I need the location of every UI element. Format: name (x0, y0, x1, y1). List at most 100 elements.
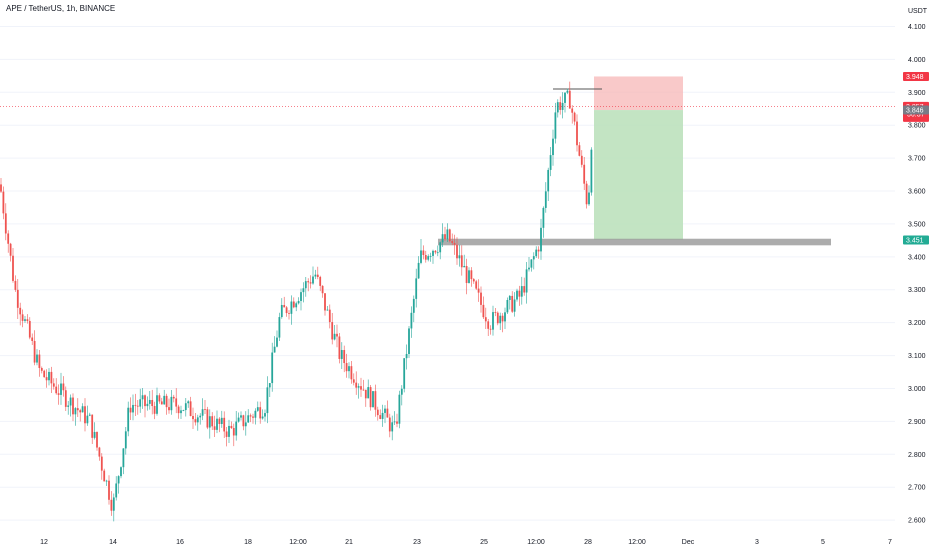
candle-body (271, 352, 274, 384)
time-tick: 12:00 (527, 539, 545, 546)
candle-body (268, 383, 271, 388)
candle-body (290, 301, 293, 314)
candle-body (204, 409, 206, 410)
candle-body (367, 387, 370, 399)
candle-body (410, 312, 413, 329)
candle-body (482, 304, 485, 318)
candle-body (38, 354, 41, 369)
candle-body (530, 259, 533, 268)
candle-body (16, 289, 19, 308)
candle-body (348, 366, 350, 372)
candle-body (235, 421, 238, 436)
candle-body (93, 431, 96, 438)
candle-body (288, 313, 290, 314)
candle-body (331, 322, 334, 340)
candle-body (480, 292, 482, 305)
candle-body (144, 395, 146, 407)
candle-body (369, 387, 372, 408)
candle-body (172, 396, 175, 399)
candle-body (242, 415, 245, 427)
candle-body (309, 282, 312, 284)
candle-body (362, 389, 365, 391)
countdown-label: 56:37 (907, 111, 925, 118)
candle-body (487, 321, 490, 329)
candle-body (213, 426, 216, 430)
candle-body (427, 256, 430, 260)
time-tick: 7 (888, 539, 892, 546)
price-tick: 2.800 (908, 452, 926, 459)
candle-body (537, 249, 540, 252)
candle-body (324, 293, 326, 311)
time-tick: 12:00 (289, 539, 307, 546)
candle-body (523, 286, 526, 293)
symbol-title[interactable]: APE / TetherUS, 1h, BINANCE (6, 4, 116, 13)
candle-body (105, 480, 108, 482)
price-tick: 4.000 (908, 57, 926, 64)
candle-body (96, 431, 98, 448)
candle-body (484, 317, 487, 322)
candle-body (228, 425, 230, 437)
candle-body (132, 404, 134, 413)
candle-body (254, 410, 257, 418)
candle-body (590, 149, 593, 193)
candle-body (259, 407, 262, 419)
candle-body (110, 499, 113, 511)
candle-body (532, 256, 535, 260)
candle-body (28, 320, 31, 338)
candle-body (283, 305, 286, 308)
candle-body (499, 315, 502, 324)
candle-body (189, 401, 192, 416)
candle-body (552, 138, 554, 156)
price-tag-stop-loss[interactable] (903, 71, 929, 81)
candle-body (453, 242, 456, 245)
candle-body (583, 164, 586, 184)
price-tag-take-profit[interactable] (903, 235, 929, 245)
candle-body (134, 404, 137, 406)
candle-body (585, 183, 588, 205)
candle-body (319, 276, 322, 286)
candle-body (516, 290, 518, 300)
candle-body (542, 207, 545, 228)
candle-body (168, 407, 170, 411)
currency-label: USDT (908, 8, 928, 15)
candle-body (122, 448, 125, 468)
time-axis[interactable]: 12 14 16 18 12:00 21 23 25 12:00 28 12:00 Dec 3 5 7 (40, 539, 892, 546)
candle-body (2, 191, 5, 214)
candle-body (528, 267, 530, 270)
candle-body (458, 255, 461, 259)
candle-body (163, 395, 166, 405)
candle-body (0, 184, 2, 192)
candle-body (343, 350, 346, 364)
candle-body (580, 155, 583, 165)
price-tag-label: 3.451 (906, 238, 924, 245)
candle-body (4, 213, 7, 234)
candle-body (52, 383, 55, 387)
candle-body (374, 391, 377, 410)
candle-body (139, 399, 142, 407)
candle-body (393, 421, 396, 423)
candle-body (321, 285, 324, 294)
candle-body (7, 233, 10, 244)
candle-body (240, 415, 242, 418)
candle-body (153, 406, 156, 414)
price-tag-entry[interactable] (903, 105, 929, 115)
candle-body (129, 407, 132, 413)
candle-body (525, 269, 528, 293)
candle-body (88, 414, 91, 416)
candle-body (223, 417, 226, 432)
position-zones (0, 76, 895, 246)
candles (0, 81, 593, 522)
candle-body (196, 417, 199, 423)
time-tick: Dec (682, 539, 695, 546)
candle-body (264, 413, 266, 417)
price-axis[interactable]: USDT 4.100 4.000 3.900 3.800 3.700 3.600 3.500 3… (903, 8, 929, 525)
candle-body (232, 428, 235, 436)
candle-body (422, 250, 425, 256)
candle-body (36, 354, 38, 363)
candle-body (74, 408, 77, 415)
candle-body (518, 290, 521, 297)
candle-body (124, 431, 127, 449)
candle-body (187, 401, 190, 404)
time-tick: 12 (40, 539, 48, 546)
